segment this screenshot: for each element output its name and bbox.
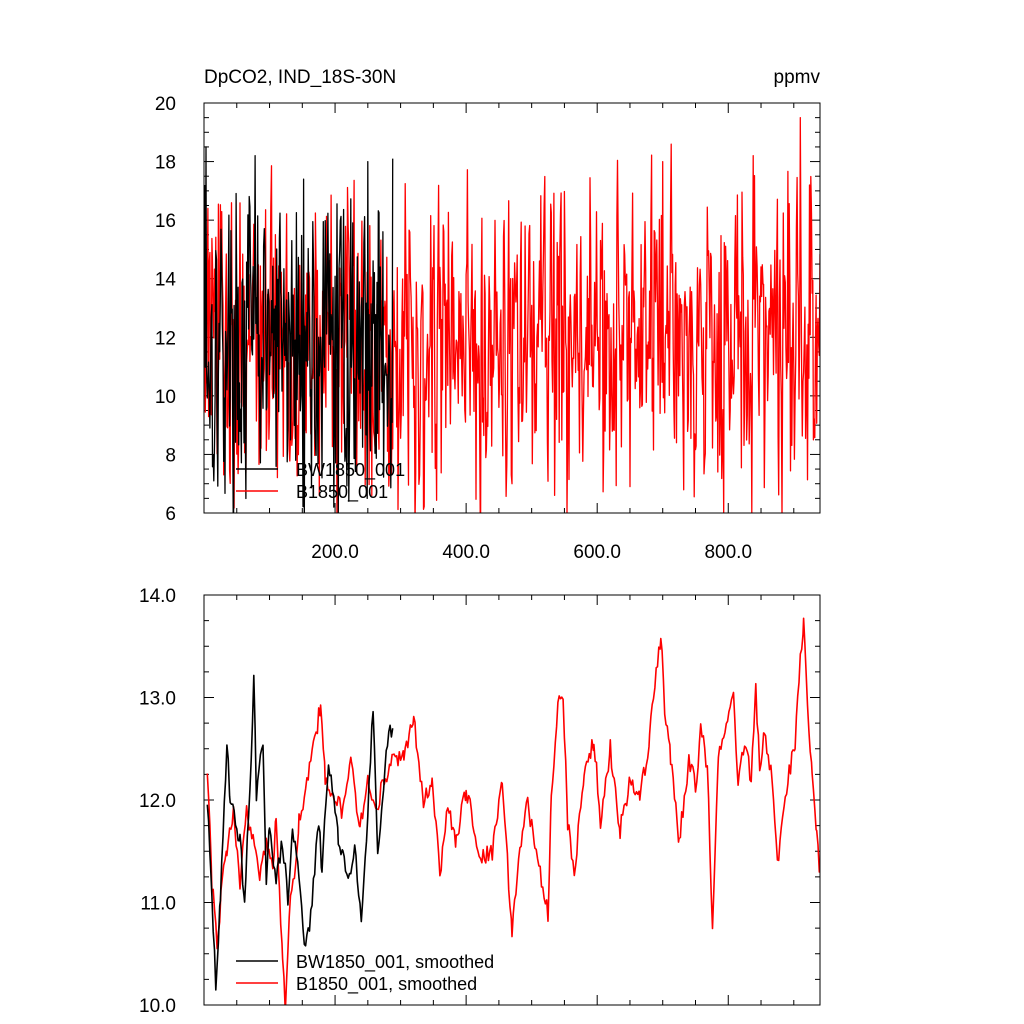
- top-title-right: ppmv: [774, 67, 821, 88]
- bottom-legend-label: BW1850_001, smoothed: [296, 952, 494, 973]
- top-x-tick-label: 400.0: [442, 542, 490, 563]
- bottom-plot-frame: [203, 594, 821, 1006]
- bottom-panel: 10.0 11.0 12.0 13.0 14.0 BW1850_001, smoothed…: [139, 586, 821, 1017]
- bottom-y-tick-label: 10.0: [139, 996, 176, 1017]
- top-y-tick-label: 14: [155, 270, 177, 291]
- bottom-y-tick-label: 12.0: [139, 791, 176, 812]
- bottom-y-tick-label: 14.0: [139, 586, 176, 607]
- bottom-series-line-red: [206, 617, 820, 1005]
- top-y-tick-label: 20: [155, 94, 176, 115]
- top-y-tick-label: 12: [155, 328, 176, 349]
- bottom-y-tick-label: 13.0: [139, 689, 176, 710]
- top-legend-label: B1850_001: [296, 482, 388, 503]
- top-legend-label: BW1850_001: [296, 460, 405, 481]
- top-y-tick-label: 8: [165, 445, 176, 466]
- bottom-y-tick-label: 11.0: [140, 894, 176, 915]
- top-x-tick-label: 800.0: [704, 542, 752, 563]
- top-x-tick-label: 200.0: [311, 542, 359, 563]
- top-y-tick-label: 16: [155, 211, 176, 232]
- top-x-tick-label: 600.0: [573, 542, 621, 563]
- top-y-tick-label: 10: [155, 387, 176, 408]
- top-series-line-black: [204, 146, 394, 513]
- bottom-series-line-black: [206, 674, 394, 991]
- top-series-line-red: [204, 116, 820, 513]
- top-panel: DpCO2, IND_18S-30N ppmv 6 8 10 12 14 16 18 20 20…: [155, 67, 821, 563]
- top-y-tick-label: 6: [165, 504, 176, 525]
- top-y-tick-label: 18: [155, 153, 176, 174]
- top-plot-frame: [203, 102, 821, 514]
- bottom-legend-label: B1850_001, smoothed: [296, 974, 477, 995]
- top-title-left: DpCO2, IND_18S-30N: [204, 67, 396, 88]
